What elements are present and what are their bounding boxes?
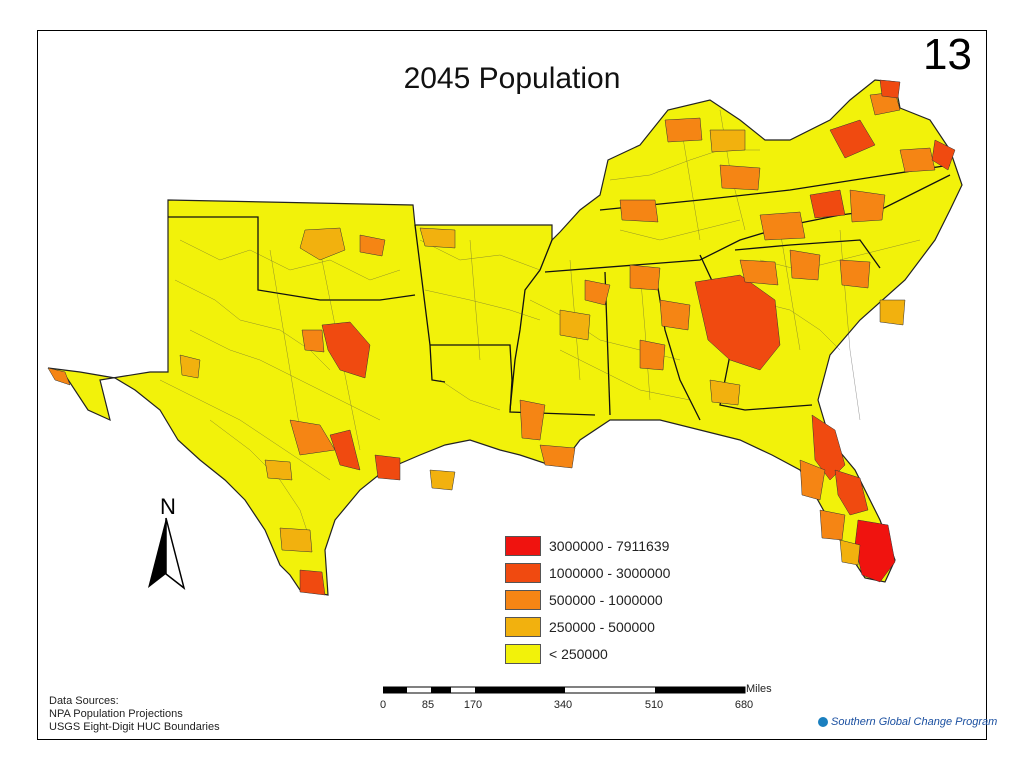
data-sources: Data Sources: NPA Population Projections… — [49, 695, 220, 734]
legend-label: 3000000 - 7911639 — [549, 537, 670, 554]
scale-tick: 510 — [644, 699, 664, 711]
north-label: N — [160, 494, 176, 519]
scale-tick: 170 — [463, 699, 483, 711]
map-legend: 3000000 - 7911639 1000000 - 3000000 5000… — [505, 532, 670, 667]
north-arrow-icon — [148, 517, 186, 590]
legend-swatch — [505, 535, 541, 556]
scale-unit: Miles — [746, 683, 772, 695]
legend-item: 3000000 - 7911639 — [505, 532, 670, 559]
legend-item: 1000000 - 3000000 — [505, 559, 670, 586]
legend-swatch — [505, 589, 541, 610]
sources-heading: Data Sources: — [49, 695, 119, 707]
globe-icon — [818, 717, 828, 727]
source-line: NPA Population Projections — [49, 708, 183, 720]
legend-item: 250000 - 500000 — [505, 613, 670, 640]
scale-tick: 680 — [734, 699, 754, 711]
legend-label: 250000 - 500000 — [549, 618, 655, 635]
population-zones — [47, 79, 956, 596]
legend-swatch — [505, 562, 541, 583]
legend-swatch — [505, 616, 541, 637]
scale-tick: 340 — [553, 699, 573, 711]
brand-logo: Southern Global Change Program — [818, 716, 997, 728]
scale-tick: 0 — [379, 699, 387, 711]
scale-bar — [383, 686, 746, 694]
legend-label: 1000000 - 3000000 — [549, 564, 671, 581]
brand-name: Southern Global Change Program — [831, 716, 998, 728]
slide-number: 13 — [923, 30, 972, 79]
scale-tick: 85 — [421, 699, 435, 711]
map-title: 2045 Population — [403, 62, 621, 95]
legend-label: < 250000 — [549, 645, 608, 662]
legend-item: < 250000 — [505, 640, 670, 667]
legend-swatch — [505, 643, 541, 664]
legend-item: 500000 - 1000000 — [505, 586, 670, 613]
legend-label: 500000 - 1000000 — [549, 591, 663, 608]
source-line: USGS Eight-Digit HUC Boundaries — [49, 721, 220, 733]
